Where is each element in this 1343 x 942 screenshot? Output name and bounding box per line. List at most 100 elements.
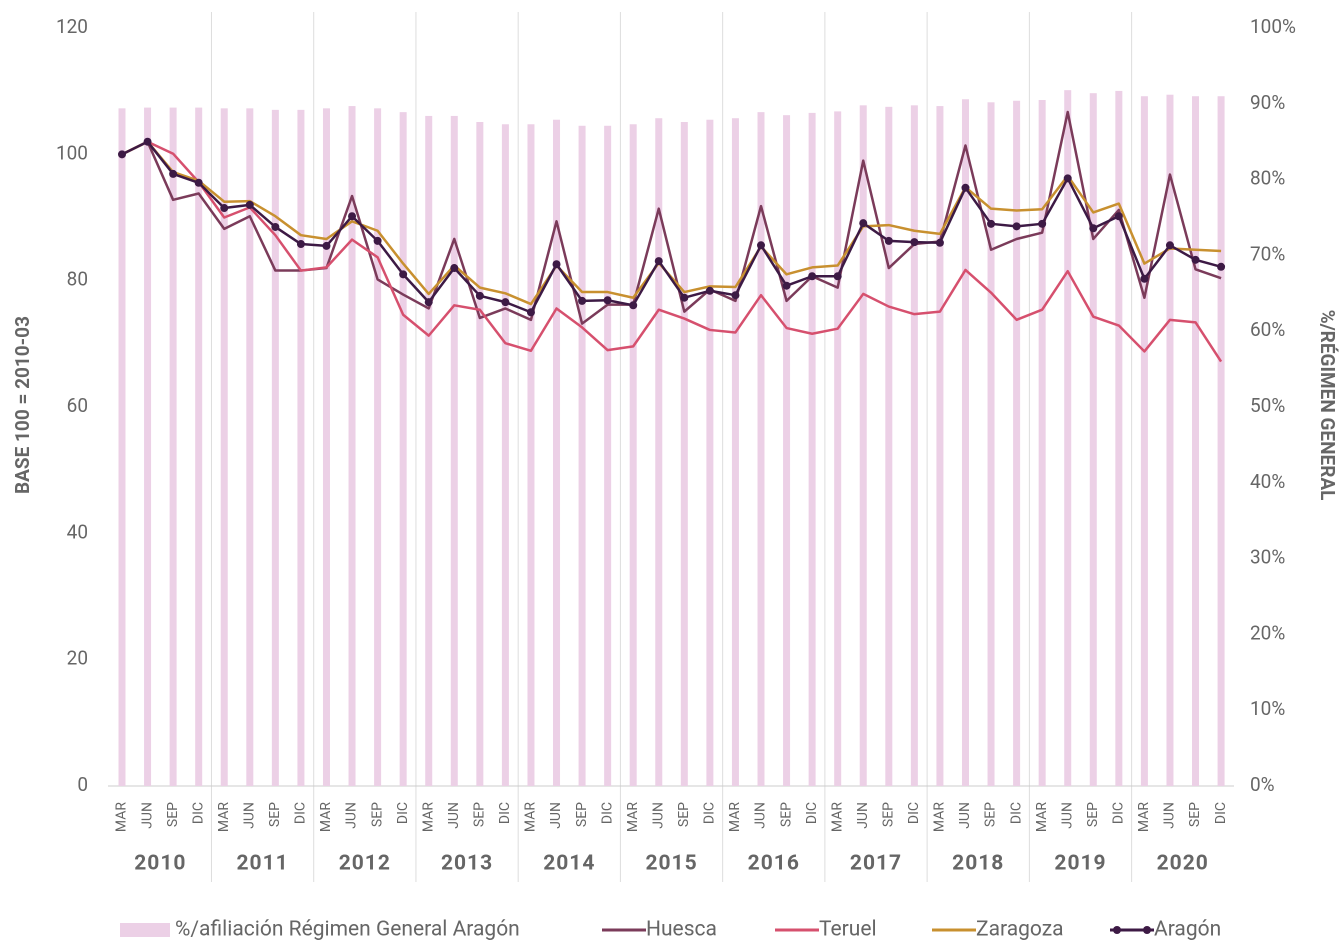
bar — [808, 112, 816, 786]
y-tick-label: 0 — [77, 773, 88, 796]
bar — [1192, 96, 1200, 787]
bar — [834, 111, 842, 786]
marker — [552, 260, 561, 269]
marker — [680, 293, 689, 302]
year-label: 2017 — [850, 852, 902, 876]
year-label: 2020 — [1157, 852, 1209, 876]
marker — [629, 301, 638, 310]
bar — [987, 102, 995, 786]
marker — [348, 212, 357, 221]
year-label: 2018 — [952, 852, 1004, 876]
bar — [1217, 96, 1225, 787]
x-tick-label: SEP — [267, 802, 283, 827]
marker — [578, 296, 587, 305]
marker — [424, 298, 433, 307]
marker — [271, 222, 280, 231]
x-tick-label: DIC — [1008, 802, 1024, 824]
y2-tick-label: 0% — [1250, 773, 1275, 796]
bar — [1064, 90, 1072, 786]
marker — [1114, 212, 1123, 221]
y-tick-label: 40 — [67, 520, 88, 543]
legend-marker — [1143, 926, 1151, 934]
marker — [1217, 262, 1226, 271]
line — [121, 110, 1222, 325]
x-tick-label: JUN — [957, 802, 973, 829]
x-tick-label: SEP — [369, 802, 385, 827]
y2-tick-label: 50% — [1250, 394, 1285, 417]
bar — [553, 119, 561, 786]
x-tick-label: SEP — [165, 802, 181, 827]
year-label: 2010 — [134, 852, 186, 876]
bar — [859, 105, 867, 787]
x-tick-label: DIC — [395, 802, 411, 824]
marker — [1012, 222, 1021, 231]
marker — [782, 281, 791, 290]
line — [121, 140, 1223, 363]
bar — [604, 125, 612, 787]
bar — [885, 106, 893, 786]
bar — [118, 108, 126, 786]
y2-tick-label: 80% — [1250, 167, 1285, 190]
marker — [833, 272, 842, 281]
bar — [425, 115, 433, 787]
marker — [935, 238, 944, 247]
x-tick-label: JUN — [344, 802, 360, 829]
bar — [629, 124, 637, 787]
bar — [1140, 96, 1148, 787]
y2-tick-label: 20% — [1250, 621, 1285, 644]
x-tick-label: DIC — [702, 802, 718, 824]
bar — [271, 109, 279, 786]
bar — [348, 106, 356, 787]
y2-tick-label: 70% — [1250, 242, 1285, 265]
marker — [220, 204, 229, 213]
legend-label: Zaragoza — [976, 918, 1064, 942]
x-tick-label: MAR — [1136, 802, 1152, 832]
bar — [169, 107, 177, 787]
marker — [373, 236, 382, 245]
marker — [654, 257, 663, 266]
marker — [1038, 219, 1047, 228]
marker — [910, 238, 919, 247]
marker — [859, 219, 868, 228]
x-tick-label: MAR — [1034, 802, 1050, 832]
x-tick-label: SEP — [472, 802, 488, 827]
marker — [526, 308, 535, 317]
bar — [936, 106, 944, 787]
bar — [578, 125, 586, 787]
year-label: 2019 — [1054, 852, 1106, 876]
legend-label: Teruel — [819, 918, 877, 942]
bar — [706, 119, 714, 786]
marker — [450, 264, 459, 273]
x-tick-label: JUN — [242, 802, 258, 829]
x-tick-label: DIC — [190, 802, 206, 824]
y2-tick-label: 10% — [1250, 697, 1285, 720]
x-tick-label: JUN — [753, 802, 769, 829]
x-tick-label: SEP — [778, 802, 794, 827]
y-tick-label: 120 — [56, 15, 88, 38]
y-tick-label: 20 — [67, 647, 88, 670]
bar — [1115, 90, 1123, 786]
marker — [1165, 241, 1174, 250]
bar — [220, 108, 228, 786]
bar — [450, 115, 458, 787]
x-tick-label: JUN — [1162, 802, 1178, 829]
marker — [118, 150, 126, 159]
marker — [143, 137, 152, 146]
bar — [1038, 100, 1046, 786]
y2-tick-label: 60% — [1250, 318, 1285, 341]
y2-tick-label: 90% — [1250, 91, 1285, 114]
marker — [245, 200, 254, 209]
bar — [374, 108, 382, 786]
year-label: 2013 — [441, 852, 493, 876]
bar — [1013, 100, 1021, 786]
legend-marker — [1113, 926, 1121, 934]
bar — [297, 109, 305, 786]
bar — [399, 112, 407, 786]
y2-tick-label: 100% — [1250, 15, 1296, 38]
x-tick-label: MAR — [932, 802, 948, 832]
year-label: 2011 — [236, 852, 288, 876]
x-tick-label: SEP — [983, 802, 999, 827]
y2-tick-label: 40% — [1250, 470, 1285, 493]
marker — [169, 169, 178, 178]
